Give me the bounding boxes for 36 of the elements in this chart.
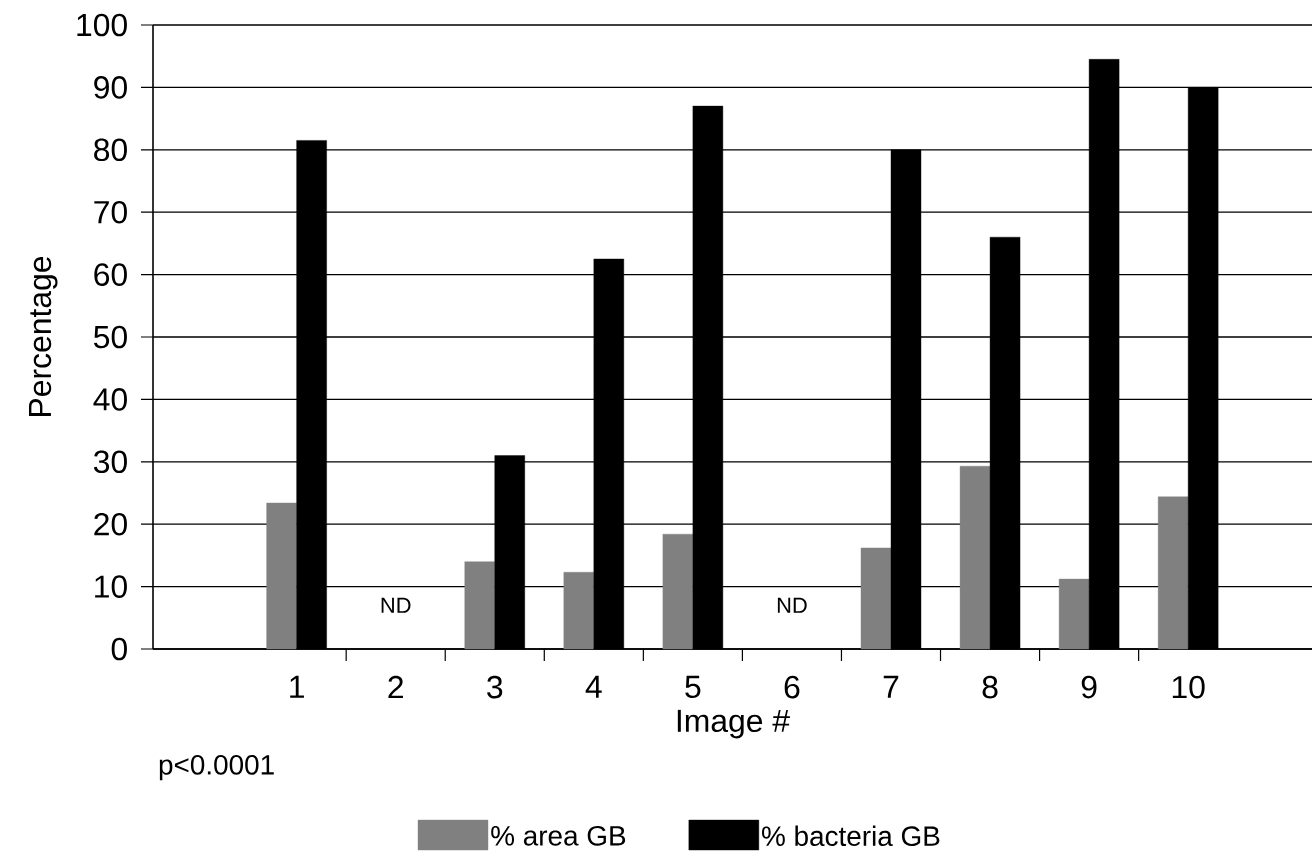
y-tick-label: 50	[94, 325, 127, 349]
y-tick-label: 60	[94, 263, 127, 286]
y-tick-label: 90	[94, 76, 127, 99]
bar	[662, 533, 694, 650]
y-tick-label: 70	[94, 200, 127, 224]
y-tick-label: 30	[93, 450, 127, 474]
x-tick-label: 6	[784, 675, 800, 699]
text: p<0.0001	[159, 754, 274, 781]
y-tick-label: 100	[77, 13, 127, 37]
bar	[959, 465, 991, 650]
annotation: ND	[777, 597, 807, 613]
x-tick-label: 5	[685, 675, 701, 699]
annotation: ND	[381, 597, 411, 613]
bar	[464, 561, 495, 650]
x-tick-label: 7	[883, 675, 899, 698]
legend-label: % area GB	[491, 825, 626, 846]
bar	[563, 572, 595, 650]
y-tick-label: 80	[94, 138, 127, 162]
bar	[1058, 578, 1090, 650]
legend-label: % bacteria GB	[762, 825, 940, 847]
bar	[1157, 496, 1189, 650]
y-axis-title: Percentage	[29, 256, 58, 416]
x-tick-label: 8	[982, 675, 998, 699]
x-tick-label: 1	[290, 675, 304, 698]
bar	[860, 547, 892, 650]
y-tick-label: 20	[94, 512, 127, 536]
x-axis-title: Image #	[677, 709, 790, 739]
y-tick-label: 0	[111, 637, 127, 661]
y-tick-label: 40	[93, 388, 127, 411]
x-tick-label: 10	[1172, 675, 1205, 699]
x-tick-label: 9	[1081, 675, 1097, 699]
bar	[266, 502, 297, 650]
x-tick-label: 4	[585, 675, 602, 698]
x-tick-label: 3	[487, 675, 503, 699]
x-tick-label: 2	[388, 675, 403, 699]
y-tick-label: 10	[95, 575, 127, 598]
